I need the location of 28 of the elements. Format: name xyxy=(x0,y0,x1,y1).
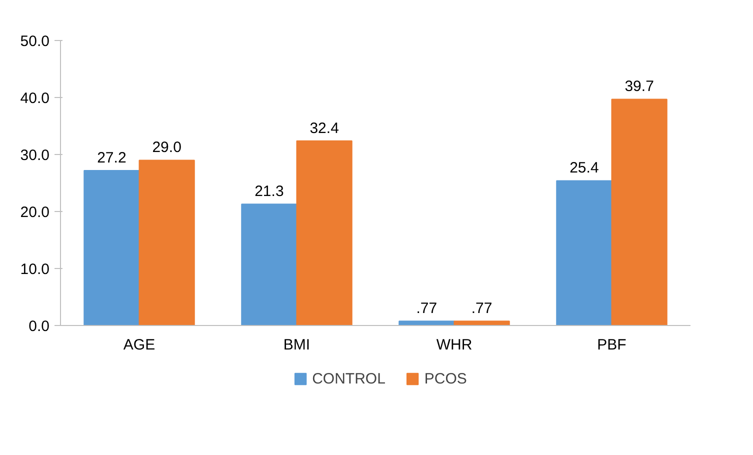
data-label: 27.2 xyxy=(97,149,126,166)
bar xyxy=(556,180,612,326)
bar xyxy=(398,320,455,326)
data-label: .77 xyxy=(471,300,492,318)
x-tick-label: AGE xyxy=(123,336,156,354)
legend-label: PCOS xyxy=(424,370,467,387)
bar xyxy=(296,140,352,326)
y-tick-label: 20.0 xyxy=(20,204,50,221)
y-tick-label: 30.0 xyxy=(20,147,50,164)
x-tick-label: BMI xyxy=(283,336,310,354)
bar xyxy=(241,204,298,326)
data-label: 32.4 xyxy=(310,120,339,137)
data-label: 21.3 xyxy=(254,183,284,200)
data-label: 25.4 xyxy=(570,160,599,177)
legend-label: CONTROL xyxy=(312,370,386,387)
y-tick-label: 10.0 xyxy=(20,261,50,278)
bar xyxy=(84,170,140,326)
y-tick-label: 50.0 xyxy=(20,33,50,50)
y-tick-label: 40.0 xyxy=(20,90,50,107)
data-label: 29.0 xyxy=(152,139,182,156)
y-tick-label: 0.0 xyxy=(28,318,50,335)
bar xyxy=(138,160,195,326)
data-label: 39.7 xyxy=(624,78,654,96)
x-tick-label: PBF xyxy=(597,336,626,354)
data-label: .77 xyxy=(416,300,438,318)
bar xyxy=(454,320,510,326)
bar xyxy=(611,98,668,326)
x-tick-label: WHR xyxy=(436,336,472,354)
